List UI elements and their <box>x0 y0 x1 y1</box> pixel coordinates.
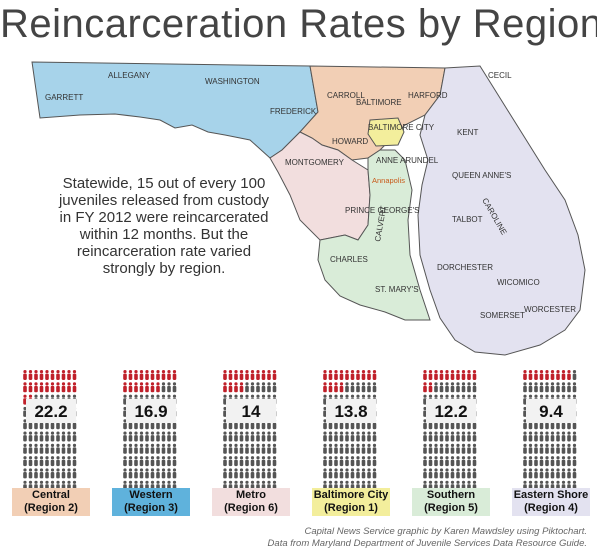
reincarceration-chart: 22.2 16.9 14 13.8 12.2 9.4 <box>23 370 577 491</box>
county-label: HARFORD <box>408 91 448 100</box>
pictograph-4 <box>423 370 477 491</box>
county-label: BALTIMORE CITY <box>368 123 435 132</box>
county-label: ALLEGANY <box>108 71 151 80</box>
county-label: HOWARD <box>332 137 368 146</box>
region-label: Western (Region 3) <box>112 488 190 516</box>
county-label: CARROLL <box>327 91 365 100</box>
credit-line-1: Capital News Service graphic by Karen Ma… <box>304 526 588 537</box>
pictograph-3 <box>323 370 377 491</box>
value-box <box>326 399 376 423</box>
region-label: Eastern Shore (Region 4) <box>512 488 590 516</box>
page-title: Reincarceration Rates by Region <box>0 2 597 46</box>
region-label-number: (Region 6) <box>224 502 278 514</box>
value-box <box>426 399 476 423</box>
region-eastern-shore <box>417 65 586 356</box>
region-label-name: Western <box>129 489 173 501</box>
region-label-number: (Region 1) <box>324 502 378 514</box>
region-label-number: (Region 3) <box>124 502 178 514</box>
county-label: ST. MARY'S <box>375 285 419 294</box>
value-label: 14 <box>242 402 261 421</box>
county-label: GARRETT <box>45 93 83 102</box>
region-label-number: (Region 4) <box>524 502 578 514</box>
maryland-region-map: GARRETT ALLEGANY WASHINGTON FREDERICK CARROL… <box>31 61 586 356</box>
pictograph-1 <box>123 370 177 491</box>
region-label-name: Southern <box>426 489 476 501</box>
county-label: PRINCE GEORGE'S <box>345 206 419 215</box>
region-label-number: (Region 5) <box>424 502 478 514</box>
region-baltimore-city <box>367 117 405 147</box>
value-box <box>526 399 576 423</box>
county-label: ANNE ARUNDEL <box>376 156 439 165</box>
region-label-name: Eastern Shore <box>513 489 589 501</box>
county-label: CECIL <box>488 71 512 80</box>
county-label: TALBOT <box>452 215 483 224</box>
county-label: FREDERICK <box>270 107 317 116</box>
pictograph-2 <box>223 370 277 491</box>
region-label-name: Metro <box>236 489 266 501</box>
county-label: DORCHESTER <box>437 263 493 272</box>
county-label: CHARLES <box>330 255 368 264</box>
region-label: Southern (Region 5) <box>412 488 490 516</box>
region-label: Baltimore City (Region 1) <box>312 488 390 516</box>
value-label: 13.8 <box>334 402 367 421</box>
region-label: Central (Region 2) <box>12 488 90 516</box>
region-label-name: Central <box>32 489 70 501</box>
credit-line-2: Data from Maryland Department of Juvenil… <box>267 538 587 549</box>
value-label: 9.4 <box>539 402 563 421</box>
pictograph-5 <box>523 370 577 491</box>
region-label-name: Baltimore City <box>313 489 389 501</box>
county-label: SOMERSET <box>480 311 525 320</box>
region-label-number: (Region 2) <box>24 502 78 514</box>
county-label: BALTIMORE <box>356 98 402 107</box>
value-label: 22.2 <box>34 402 67 421</box>
county-label: WASHINGTON <box>205 77 260 86</box>
region-southern <box>317 149 431 321</box>
value-box <box>26 399 76 423</box>
county-label: MONTGOMERY <box>285 158 345 167</box>
county-label: Annapolis <box>372 176 405 185</box>
pictograph-0 <box>23 370 77 491</box>
value-box <box>126 399 176 423</box>
statewide-statement: Statewide, 15 out of every 100 juveniles… <box>58 175 270 277</box>
county-label: WORCESTER <box>524 305 576 314</box>
county-label: WICOMICO <box>497 278 540 287</box>
county-label: KENT <box>457 128 478 137</box>
county-label: QUEEN ANNE'S <box>452 171 511 180</box>
value-label: 12.2 <box>434 402 467 421</box>
value-label: 16.9 <box>134 402 167 421</box>
region-label: Metro (Region 6) <box>212 488 290 516</box>
value-box <box>226 399 276 423</box>
credit: Capital News Service graphic by Karen Ma… <box>117 526 587 550</box>
